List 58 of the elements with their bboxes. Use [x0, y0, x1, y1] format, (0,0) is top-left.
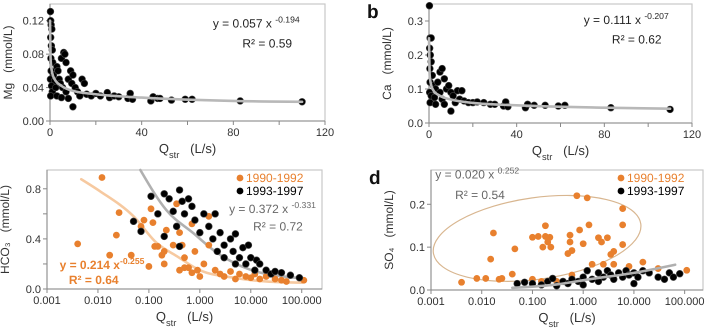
x-axis-title: Q$_{str}$ (L/s) — [538, 310, 596, 329]
y-tick-label: 0.0 — [26, 284, 41, 296]
x-tick-label: 100.000 — [664, 296, 705, 308]
annotation: R² = 0.72 — [253, 220, 304, 234]
annotation: y = 0.020 x $^{0.252}$ — [435, 165, 520, 182]
x-tick-label: 80 — [598, 129, 610, 141]
y-axis-title: Mg (mmol/L) — [1, 25, 15, 100]
x-axis-title: Q$_{str}$ (L/s) — [156, 309, 214, 328]
annotation: R² = 0.59 — [242, 36, 292, 50]
annotation: y = 0.057 x $^{-0.194}$ — [212, 14, 300, 30]
annotation: y = 0.111 x $^{-0.207}$ — [584, 11, 669, 28]
annotation: y = 0.214 x$^{-0.255}$ — [60, 256, 145, 272]
y-tick-label: 0.2 — [410, 199, 425, 212]
x-tick-label: 80 — [227, 127, 240, 139]
x-tick-label: 0.001 — [417, 296, 445, 308]
x-axis-title: Q$_{str}$ (L/s) — [158, 141, 216, 160]
legend-label: 1990-1992 — [246, 171, 304, 185]
annotation: R² = 0.62 — [612, 32, 662, 46]
x-tick-label: 10.000 — [234, 295, 268, 307]
annotation: y = 0.372 x $^{-0.331}$ — [229, 200, 316, 216]
x-tick-label: 0.100 — [135, 295, 163, 307]
x-tick-label: 100.000 — [282, 295, 322, 307]
y-tick-label: 0.1 — [408, 84, 423, 96]
y-tick-label: 0.2 — [408, 50, 423, 62]
x-tick-label: 40 — [136, 127, 148, 139]
annotation: R² = 0.54 — [455, 188, 506, 202]
y-tick-label: 0.4 — [26, 234, 41, 246]
y-tick-label: 0.12 — [22, 16, 44, 28]
x-tick-label: 1.000 — [186, 295, 214, 307]
x-tick-label: 0.010 — [468, 296, 496, 308]
y-tick-label: 0.08 — [22, 49, 44, 62]
y-axis-title: HCO₃ (mmol/L) — [0, 185, 12, 274]
x-tick-label: 120 — [682, 129, 702, 141]
x-tick-label: 40 — [510, 129, 523, 141]
x-tick-label: 120 — [316, 127, 334, 139]
chart-title: b — [367, 2, 379, 23]
chart-title: d — [369, 168, 381, 189]
x-tick-label: 0.001 — [33, 295, 61, 307]
y-tick-label: 0.3 — [408, 16, 423, 28]
legend-label: 1990-1992 — [627, 171, 685, 185]
y-tick-label: 0.00 — [22, 116, 44, 128]
legend-label: 1993-1997 — [246, 184, 304, 198]
x-tick-label: 0.100 — [518, 296, 546, 308]
x-tick-label: 1.000 — [569, 296, 597, 308]
x-tick-label: 0 — [426, 129, 432, 141]
y-tick-label: 0.8 — [26, 184, 41, 196]
legend-label: 1993-1997 — [627, 184, 685, 198]
y-tick-label: 0.04 — [22, 82, 44, 95]
x-tick-label: 0.010 — [84, 295, 112, 307]
x-tick-label: 10.000 — [617, 296, 651, 308]
annotation: R² = 0.64 — [68, 273, 119, 288]
y-tick-label: 0.0 — [408, 118, 423, 130]
x-axis-title: Q$_{str}$ (L/s) — [532, 143, 590, 162]
y-axis-title: SO₄ (mmol/L) — [382, 190, 396, 270]
y-axis-title: Ca (mmol/L) — [380, 27, 394, 100]
y-tick-label: 0.0 — [410, 285, 425, 297]
x-tick-label: 0 — [46, 127, 54, 139]
y-tick-label: 0.1 — [410, 242, 425, 254]
